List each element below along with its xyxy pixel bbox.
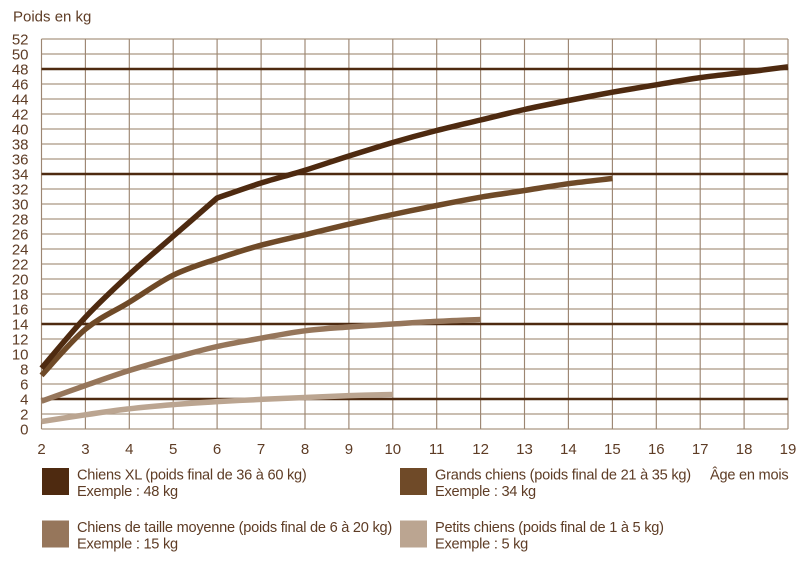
svg-text:17: 17 — [692, 441, 709, 458]
svg-text:9: 9 — [345, 441, 353, 458]
svg-text:28: 28 — [12, 211, 29, 228]
svg-text:4: 4 — [125, 441, 133, 458]
svg-text:5: 5 — [169, 441, 177, 458]
svg-text:2: 2 — [20, 406, 28, 423]
svg-text:Grands chiens (poids final de: Grands chiens (poids final de 21 à 35 kg… — [435, 468, 691, 484]
svg-text:16: 16 — [648, 441, 665, 458]
svg-text:26: 26 — [12, 226, 29, 243]
svg-text:18: 18 — [12, 286, 29, 303]
svg-text:10: 10 — [384, 441, 401, 458]
svg-text:Exemple : 34 kg: Exemple : 34 kg — [435, 484, 536, 500]
svg-text:Chiens XL (poids final de 36 à: Chiens XL (poids final de 36 à 60 kg) — [77, 468, 307, 484]
svg-text:Chiens de taille moyenne (poid: Chiens de taille moyenne (poids final de… — [77, 520, 392, 536]
svg-text:11: 11 — [429, 441, 445, 458]
svg-text:13: 13 — [516, 441, 533, 458]
svg-text:0: 0 — [20, 421, 28, 438]
svg-text:32: 32 — [12, 181, 29, 198]
svg-text:34: 34 — [12, 166, 29, 183]
svg-text:Poids en kg: Poids en kg — [13, 9, 91, 26]
svg-text:Exemple : 5 kg: Exemple : 5 kg — [435, 537, 528, 553]
svg-text:2: 2 — [37, 441, 45, 458]
svg-text:14: 14 — [560, 441, 577, 458]
svg-text:20: 20 — [12, 271, 29, 288]
svg-text:46: 46 — [12, 76, 29, 93]
svg-text:44: 44 — [12, 91, 29, 108]
svg-text:19: 19 — [780, 441, 797, 458]
svg-text:12: 12 — [472, 441, 489, 458]
svg-text:14: 14 — [12, 316, 29, 333]
svg-text:4: 4 — [20, 391, 28, 408]
svg-text:36: 36 — [12, 151, 29, 168]
svg-text:6: 6 — [20, 376, 28, 393]
svg-text:Âge en mois: Âge en mois — [710, 467, 788, 484]
svg-text:42: 42 — [12, 106, 29, 123]
svg-text:3: 3 — [81, 441, 89, 458]
svg-text:18: 18 — [736, 441, 753, 458]
svg-text:Exemple : 48 kg: Exemple : 48 kg — [77, 484, 178, 500]
svg-text:10: 10 — [12, 346, 29, 363]
svg-text:8: 8 — [301, 441, 309, 458]
svg-text:24: 24 — [12, 241, 29, 258]
svg-text:6: 6 — [213, 441, 221, 458]
svg-text:40: 40 — [12, 121, 29, 138]
svg-text:7: 7 — [257, 441, 265, 458]
svg-text:Petits chiens (poids final de: Petits chiens (poids final de 1 à 5 kg) — [435, 520, 664, 536]
svg-text:22: 22 — [12, 256, 29, 273]
svg-text:8: 8 — [20, 361, 28, 378]
svg-text:48: 48 — [12, 61, 29, 78]
svg-text:50: 50 — [12, 46, 29, 63]
svg-text:16: 16 — [12, 301, 29, 318]
svg-text:12: 12 — [12, 331, 29, 348]
svg-text:15: 15 — [604, 441, 621, 458]
svg-text:38: 38 — [12, 136, 29, 153]
svg-text:30: 30 — [12, 196, 29, 213]
svg-text:52: 52 — [12, 31, 29, 48]
svg-text:Exemple : 15 kg: Exemple : 15 kg — [77, 537, 178, 553]
